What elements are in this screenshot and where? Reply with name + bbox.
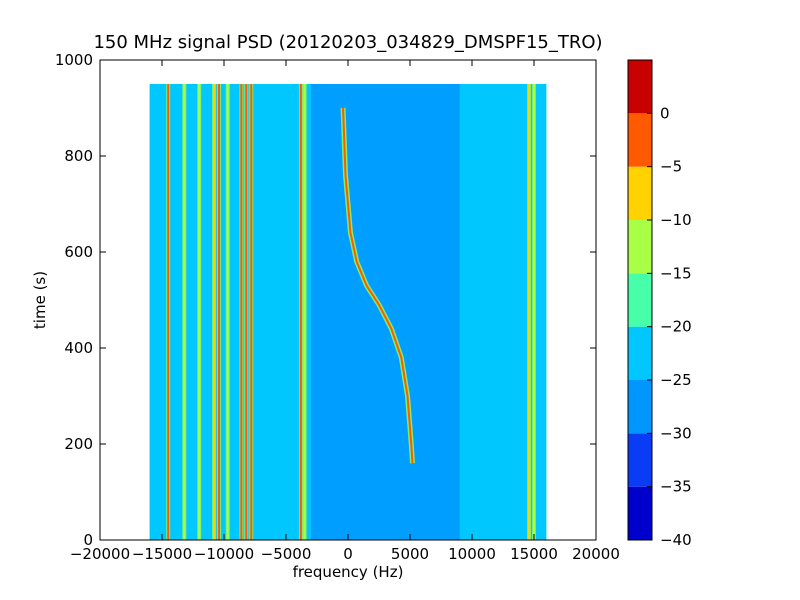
doppler-track — [342, 107, 414, 464]
x-tick-label: 0 — [343, 545, 353, 563]
x-tick-label: −5000 — [261, 545, 312, 563]
colorbar-tick-label: −40 — [660, 531, 692, 549]
spectrogram-heatmap — [149, 84, 547, 540]
colorbar-segment — [628, 380, 652, 434]
x-tick-label: −20000 — [70, 545, 130, 563]
colorbar-segment — [628, 486, 652, 540]
y-axis-ticks: 0 200 400 600 800 1000 — [55, 51, 596, 549]
y-tick-label: 600 — [64, 243, 93, 261]
colorbar-segment — [628, 220, 652, 274]
chart-title: 150 MHz signal PSD (20120203_034829_DMSP… — [93, 32, 602, 53]
x-tick-label: 5000 — [391, 545, 429, 563]
x-tick-label: 15000 — [510, 545, 558, 563]
colorbar-tick-label: −30 — [660, 424, 692, 442]
x-tick-label: 20000 — [572, 545, 620, 563]
plot-area: −20000 −15000 −10000 −5000 0 5000 10000 15000 20… — [55, 51, 620, 563]
colorbar-segment — [628, 433, 652, 487]
colorbar-segment — [628, 113, 652, 167]
x-axis-ticks: −20000 −15000 −10000 −5000 0 5000 10000 15000 20… — [70, 60, 620, 563]
colorbar-tick-label: −35 — [660, 478, 692, 496]
colorbar-tick-label: −5 — [660, 158, 682, 176]
colorbar-segment — [628, 273, 652, 327]
y-tick-label: 200 — [64, 435, 93, 453]
colorbar-segment — [628, 166, 652, 220]
x-axis-label: frequency (Hz) — [293, 563, 404, 581]
colorbar-frame — [627, 59, 653, 541]
y-tick-label: 400 — [64, 339, 93, 357]
colorbar-tick-label: −25 — [660, 371, 692, 389]
y-tick-label: 800 — [64, 147, 93, 165]
x-tick-label: −10000 — [194, 545, 254, 563]
y-tick-label: 1000 — [55, 51, 93, 69]
colorbar-tick-label: −20 — [660, 318, 692, 336]
colorbar-segment — [628, 326, 652, 380]
colorbar-tick-label: 0 — [660, 104, 670, 122]
colorbar: −40 −35 −30 −25 −20 −15 −10 −5 0 — [627, 59, 692, 549]
colorbar-tick-label: −10 — [660, 211, 692, 229]
y-tick-label: 0 — [83, 531, 93, 549]
x-tick-label: 10000 — [448, 545, 496, 563]
colorbar-tick-label: −15 — [660, 264, 692, 282]
x-tick-label: −15000 — [132, 545, 192, 563]
colorbar-segment — [628, 60, 652, 114]
y-axis-label: time (s) — [31, 271, 49, 329]
